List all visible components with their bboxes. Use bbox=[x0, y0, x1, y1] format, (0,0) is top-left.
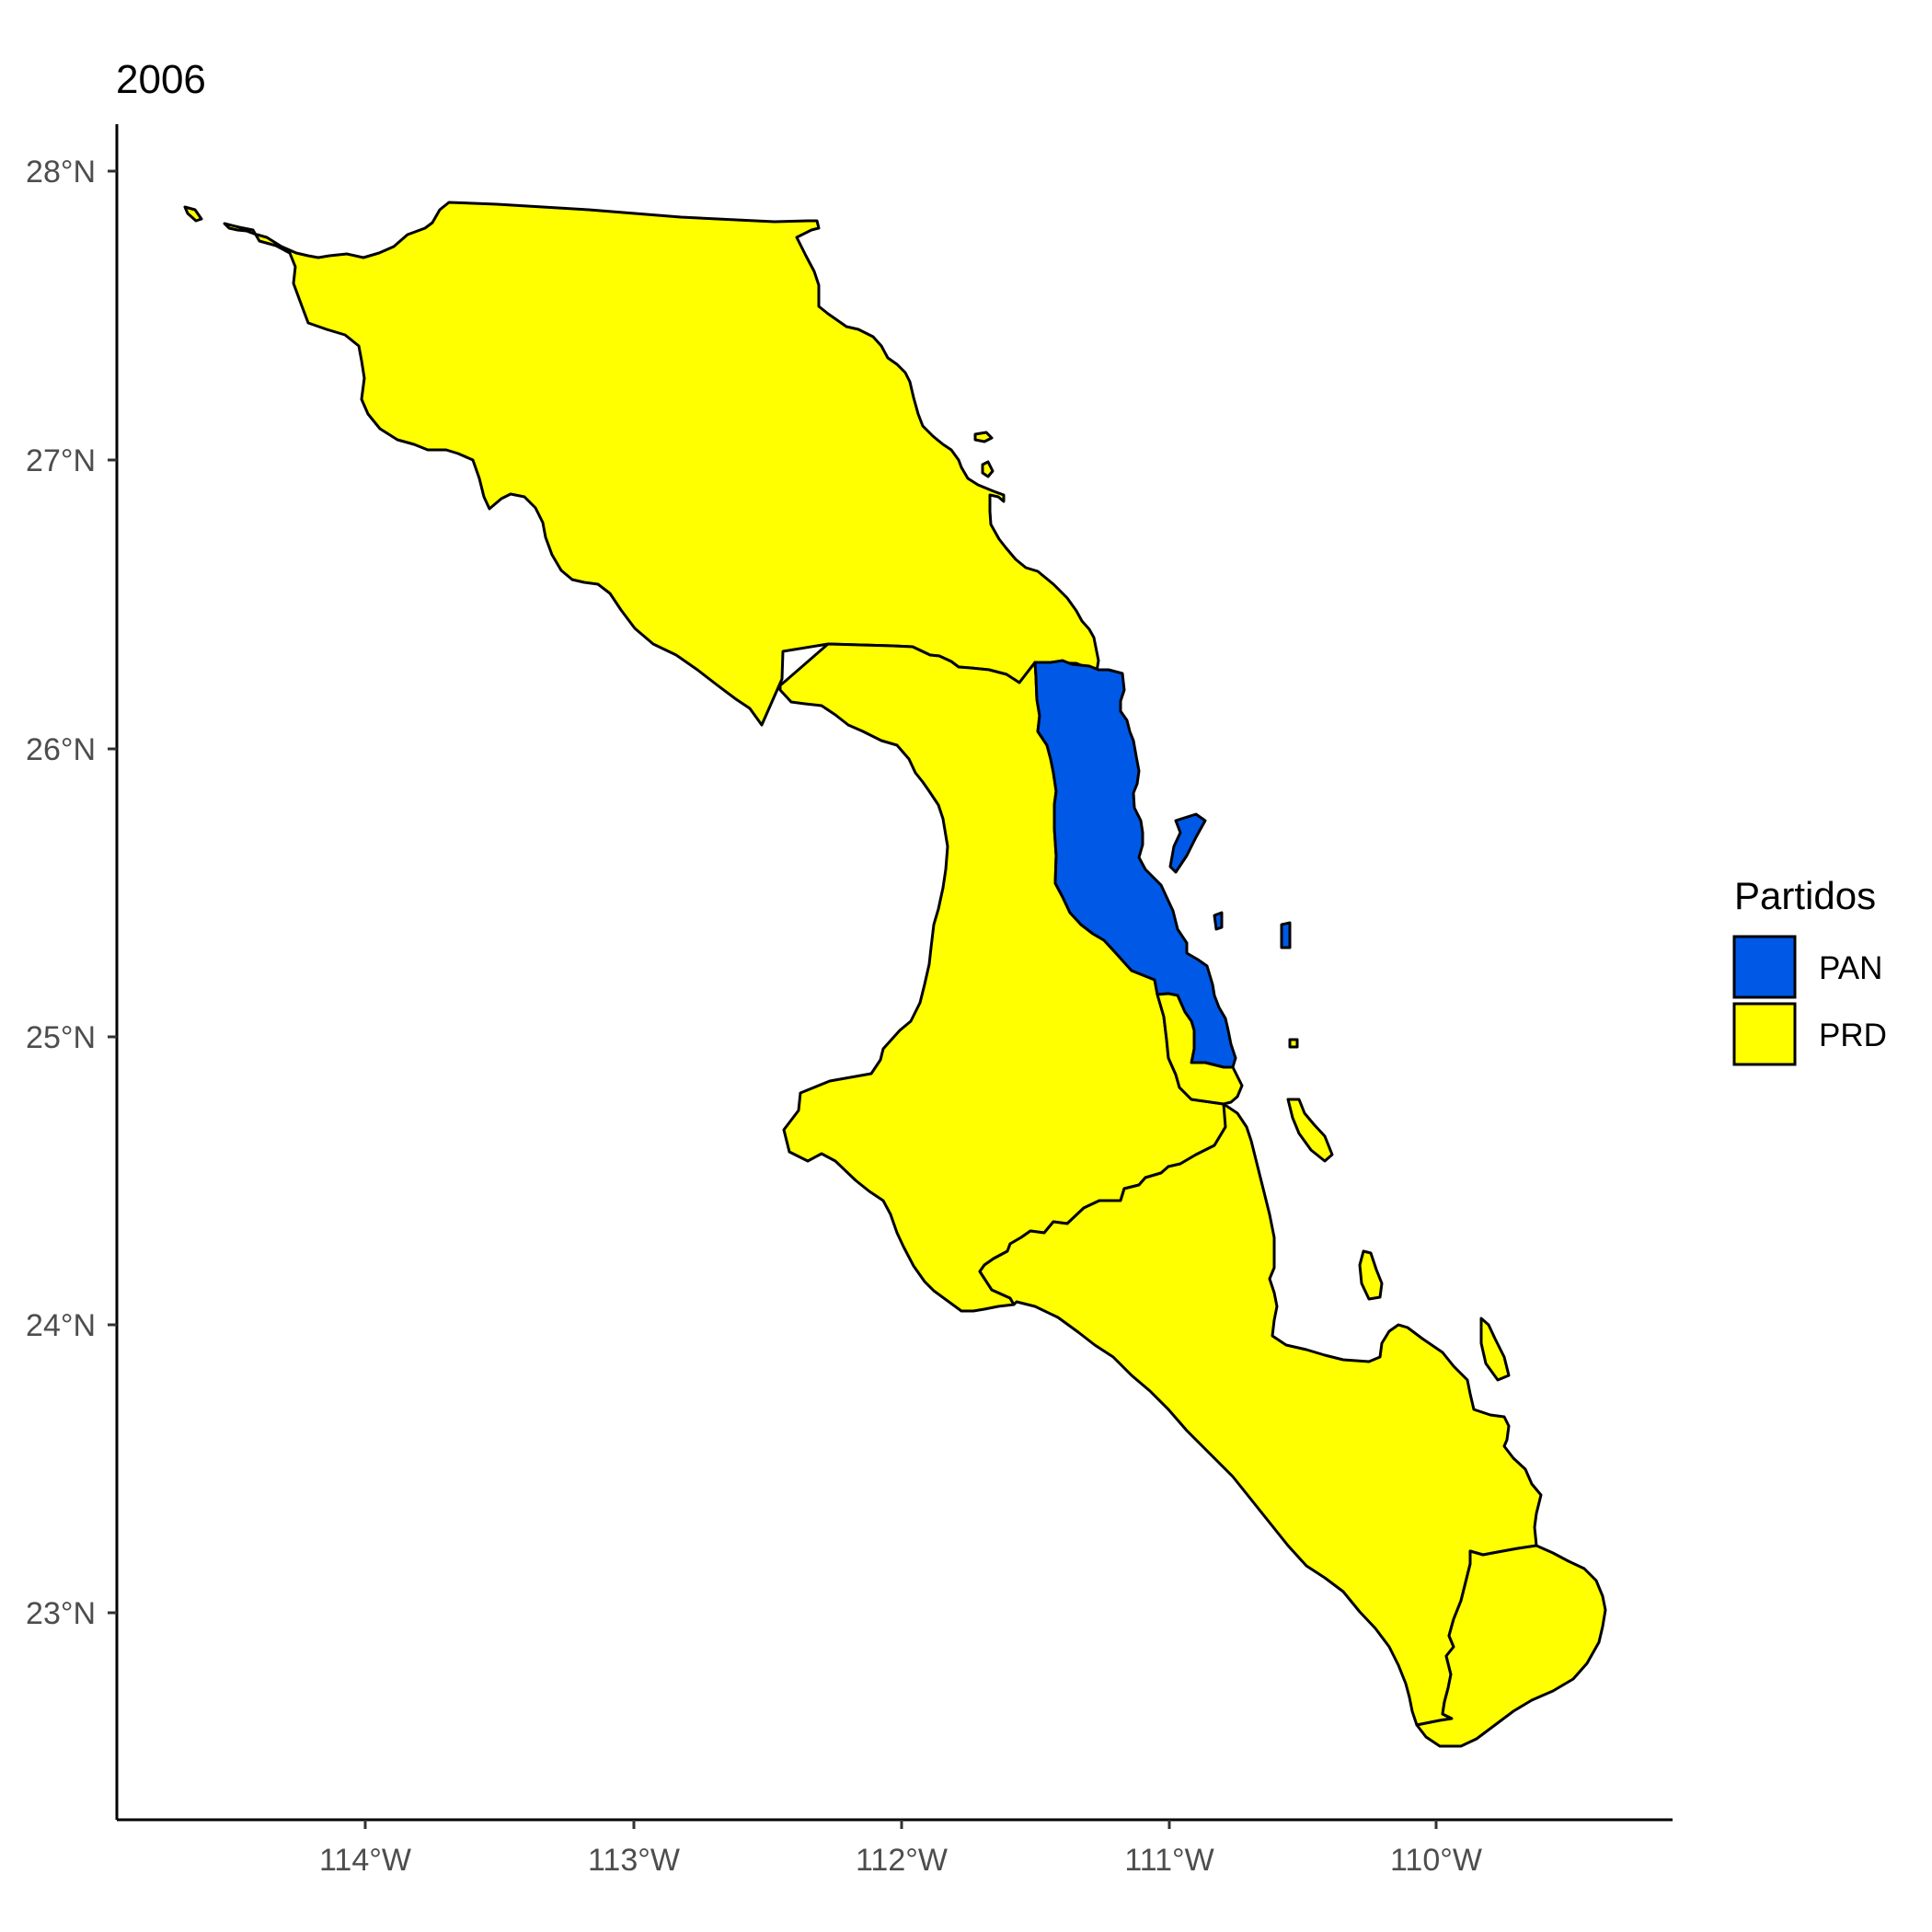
region-island-2 bbox=[981, 460, 995, 478]
legend-key-pan bbox=[1732, 935, 1797, 999]
region-island-5 bbox=[1280, 921, 1292, 949]
x-tick-label-114: 114°W bbox=[319, 1843, 411, 1878]
x-tick-label-112: 112°W bbox=[856, 1843, 948, 1878]
x-tick-label-110: 110°W bbox=[1390, 1843, 1482, 1878]
y-tick-label-27: 27°N bbox=[26, 443, 96, 478]
region-island-7 bbox=[1286, 1098, 1334, 1163]
y-tick-label-28: 28°N bbox=[26, 155, 96, 190]
region-los-cabos bbox=[1415, 1544, 1607, 1748]
legend-label-prd: PRD bbox=[1819, 1018, 1887, 1053]
region-island-9 bbox=[1479, 1317, 1511, 1382]
legend: Partidos PAN PRD bbox=[1732, 874, 1887, 1066]
y-tick-label-23: 23°N bbox=[26, 1596, 96, 1631]
y-tick-label-24: 24°N bbox=[26, 1308, 96, 1343]
region-island-10 bbox=[183, 205, 203, 223]
y-tick-label-26: 26°N bbox=[26, 732, 96, 767]
x-tick-label-113: 113°W bbox=[588, 1843, 680, 1878]
y-axis: 28°N 27°N 26°N 25°N 24°N 23°N bbox=[26, 155, 117, 1631]
legend-title: Partidos bbox=[1734, 874, 1876, 917]
legend-label-pan: PAN bbox=[1819, 950, 1882, 986]
x-tick-label-111: 111°W bbox=[1124, 1843, 1213, 1878]
region-mulege bbox=[223, 201, 1100, 727]
region-island-8 bbox=[1358, 1249, 1384, 1301]
x-axis: 114°W 113°W 112°W 111°W 110°W bbox=[319, 1820, 1482, 1878]
region-island-3 bbox=[1168, 812, 1207, 874]
region-island-6 bbox=[1288, 1038, 1299, 1049]
map-regions bbox=[183, 201, 1607, 1748]
legend-key-prd bbox=[1732, 1002, 1797, 1066]
region-island-1 bbox=[973, 431, 994, 443]
chart-title: 2006 bbox=[116, 57, 206, 102]
y-tick-label-25: 25°N bbox=[26, 1020, 96, 1055]
region-island-4 bbox=[1213, 911, 1224, 931]
region-loreto bbox=[1033, 659, 1237, 1069]
